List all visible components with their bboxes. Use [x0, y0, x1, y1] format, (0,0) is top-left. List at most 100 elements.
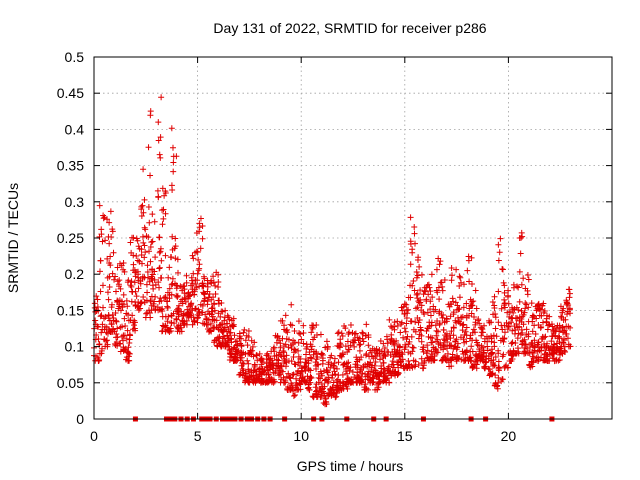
data-point: [549, 323, 556, 330]
data-point: [123, 310, 130, 317]
data-point: [143, 281, 150, 288]
data-point: [158, 275, 165, 282]
data-point: [151, 218, 158, 225]
data-point: [113, 339, 120, 346]
data-point: [398, 304, 405, 311]
data-point: [525, 276, 532, 283]
data-point: [538, 312, 545, 319]
data-point: [450, 332, 457, 339]
data-point: [497, 337, 504, 344]
data-point: [462, 349, 469, 356]
data-point: [102, 237, 109, 244]
data-point: [159, 305, 166, 312]
data-point: [218, 300, 225, 307]
x-axis-label: GPS time / hours: [297, 458, 404, 474]
chart-title: Day 131 of 2022, SRMTID for receiver p28…: [213, 20, 486, 36]
data-point: [224, 312, 231, 319]
data-point: [553, 357, 560, 364]
data-point: [173, 316, 180, 323]
data-point: [114, 264, 121, 271]
data-point: [539, 302, 546, 309]
data-point: [104, 343, 111, 350]
data-point: [448, 328, 455, 335]
data-point: [161, 323, 168, 330]
data-point: [140, 166, 147, 173]
data-point: [280, 347, 287, 354]
data-point: [561, 335, 568, 342]
data-point: [123, 354, 130, 361]
data-point: [215, 337, 222, 344]
data-point: [291, 360, 298, 367]
data-point: [457, 274, 464, 281]
data-point: [207, 320, 214, 327]
data-point: [486, 319, 493, 326]
data-point: [183, 279, 190, 286]
data-point: [495, 347, 502, 354]
data-point: [139, 202, 146, 209]
data-point: [211, 307, 218, 314]
data-point: [523, 326, 530, 333]
data-point: [268, 348, 275, 355]
data-point: [279, 317, 286, 324]
data-point: [446, 363, 453, 370]
data-point: [192, 249, 199, 256]
data-point: [332, 394, 339, 401]
data-point: [344, 370, 351, 377]
data-point: [92, 308, 99, 315]
data-point: [456, 294, 463, 301]
data-point: [132, 273, 139, 280]
data-point: [413, 291, 420, 298]
data-point: [387, 368, 394, 375]
data-point: [196, 261, 203, 268]
data-point: [344, 338, 351, 345]
data-point: [307, 367, 314, 374]
data-point: [97, 257, 104, 264]
data-point: [403, 307, 410, 314]
data-point: [399, 351, 406, 358]
data-point: [566, 294, 573, 301]
data-point: [423, 350, 430, 357]
data-point: [94, 296, 101, 303]
data-point: [175, 305, 182, 312]
data-point: [120, 260, 127, 267]
data-point: [281, 322, 288, 329]
data-point: [285, 370, 292, 377]
data-point: [137, 280, 144, 287]
data-point: [164, 304, 171, 311]
data-point: [415, 335, 422, 342]
data-point: [452, 299, 459, 306]
data-point: [393, 337, 400, 344]
data-point: [128, 283, 135, 290]
data-point: [135, 285, 142, 292]
data-point: [386, 316, 393, 323]
x-tick-label: 15: [397, 428, 413, 444]
data-point: [201, 290, 208, 297]
data-point: [424, 309, 431, 316]
data-point: [365, 386, 372, 393]
data-point: [300, 330, 307, 337]
data-point: [191, 291, 198, 298]
data-point: [509, 327, 516, 334]
data-point: [232, 338, 239, 345]
data-point: [504, 326, 511, 333]
data-point: [446, 343, 453, 350]
data-point: [263, 352, 270, 359]
data-point: [499, 266, 506, 273]
data-point: [231, 357, 238, 364]
data-point: [113, 318, 120, 325]
data-point: [524, 271, 531, 278]
data-point: [422, 287, 429, 294]
data-point: [517, 250, 524, 257]
data-point: [164, 327, 171, 334]
data-point: [135, 303, 142, 310]
data-point: [489, 298, 496, 305]
data-point: [433, 287, 440, 294]
data-point: [463, 300, 470, 307]
data-point: [433, 266, 440, 273]
data-point: [308, 343, 315, 350]
data-point: [397, 321, 404, 328]
data-point: [222, 307, 229, 314]
data-point: [140, 293, 147, 300]
data-point: [531, 342, 538, 349]
data-point: [295, 359, 302, 366]
